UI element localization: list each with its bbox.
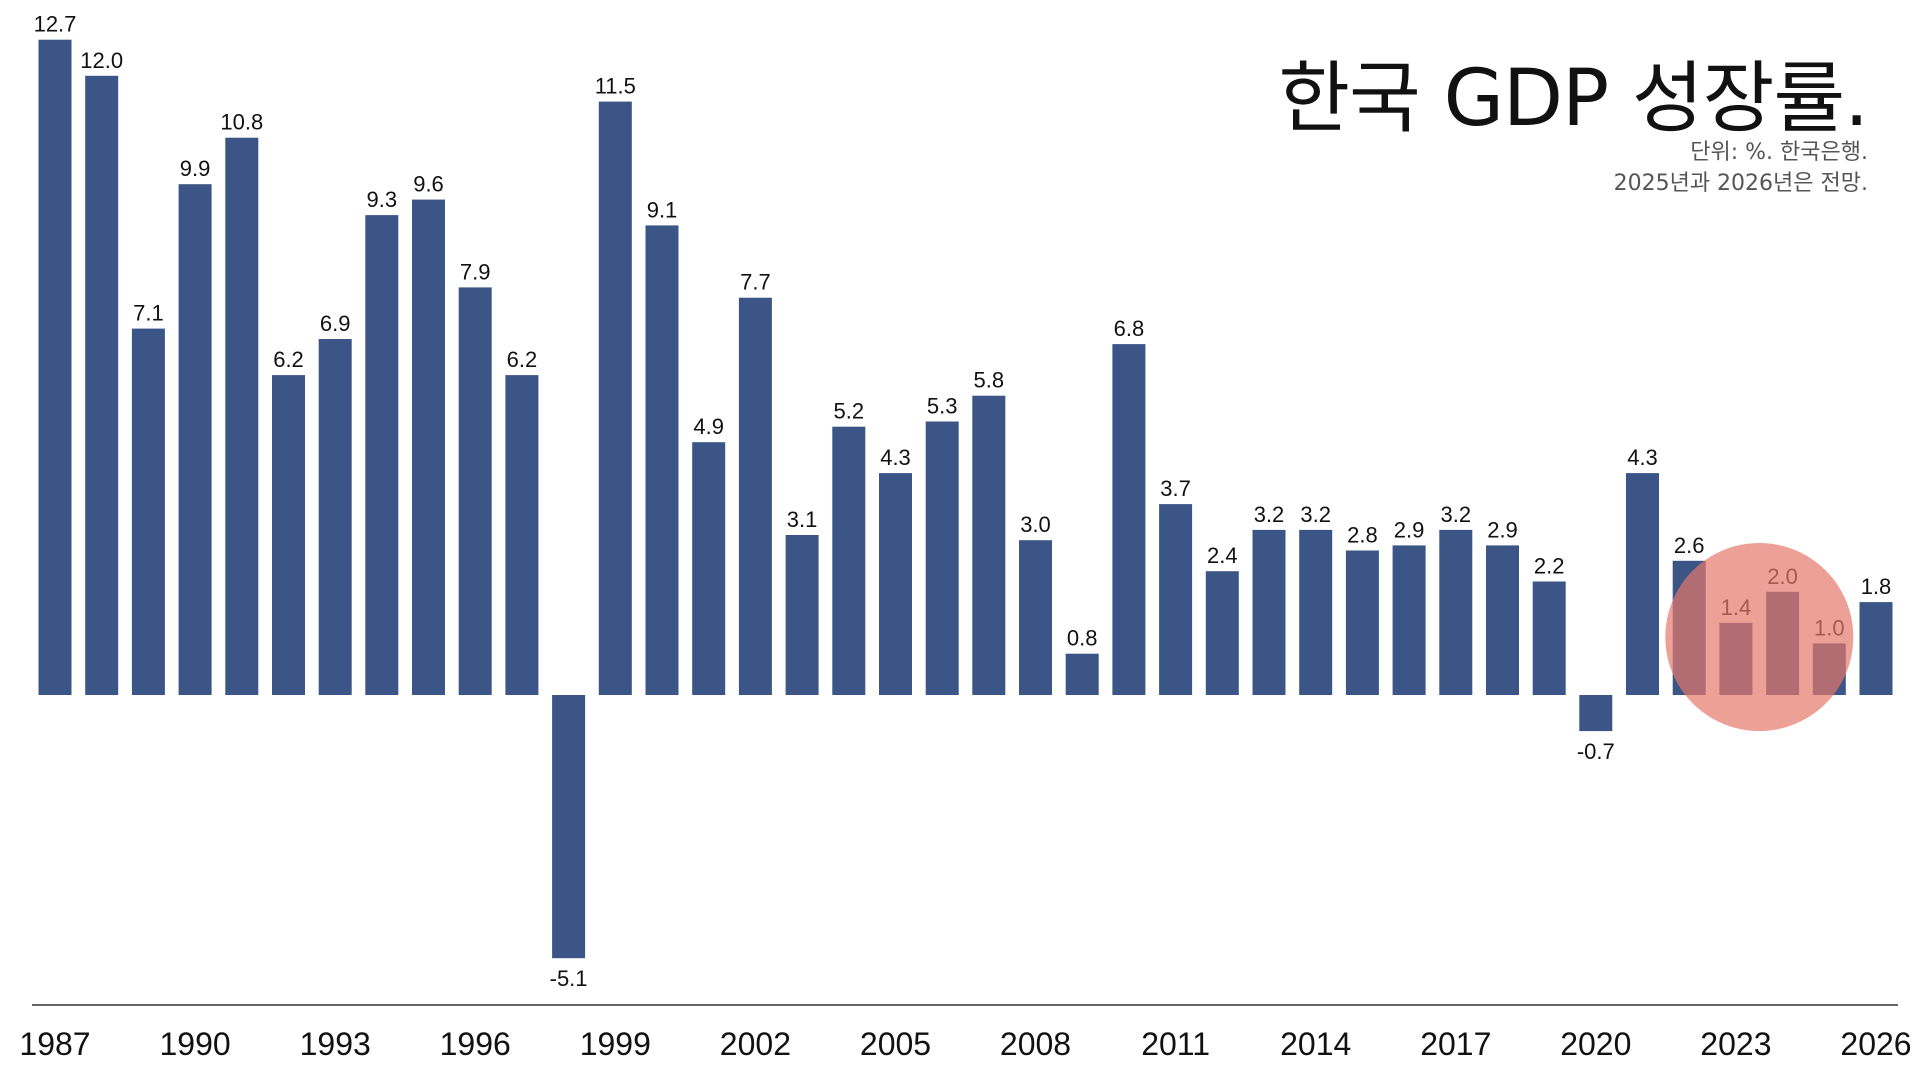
x-tick-2002: 2002 <box>720 1026 791 1062</box>
forecast-note: 2025년과 2026년은 전망. <box>1613 171 1868 196</box>
bar-2011 <box>1159 504 1193 695</box>
bar-1992 <box>272 375 305 695</box>
value-label-2009: 0.8 <box>1067 626 1098 651</box>
value-label-1998: -5.1 <box>550 966 588 991</box>
x-tick-2008: 2008 <box>1000 1026 1071 1062</box>
value-label-2005: 4.3 <box>880 445 911 470</box>
x-tick-1999: 1999 <box>580 1026 651 1062</box>
value-label-2007: 5.8 <box>974 368 1005 393</box>
bar-2007 <box>972 395 1006 695</box>
value-label-1993: 6.9 <box>320 311 351 336</box>
value-label-1987: 12.7 <box>34 12 77 37</box>
value-label-1991: 10.8 <box>220 110 263 135</box>
x-tick-2026: 2026 <box>1840 1026 1911 1062</box>
value-label-1999: 11.5 <box>595 74 636 99</box>
bar-1999 <box>598 101 632 696</box>
value-label-1989: 7.1 <box>133 301 164 326</box>
bar-2004 <box>832 426 866 695</box>
value-label-2000: 9.1 <box>647 197 678 222</box>
bar-2003 <box>785 535 819 695</box>
x-tick-2005: 2005 <box>860 1026 931 1062</box>
value-label-2010: 6.8 <box>1114 316 1145 341</box>
x-tick-2023: 2023 <box>1700 1026 1771 1062</box>
value-label-1988: 12.0 <box>80 48 123 73</box>
bar-1989 <box>131 328 165 695</box>
bar-2009 <box>1065 653 1099 695</box>
bar-1996 <box>458 287 492 695</box>
value-label-2026: 1.8 <box>1861 574 1892 599</box>
x-tick-2020: 2020 <box>1560 1026 1631 1062</box>
x-tick-2017: 2017 <box>1420 1026 1491 1062</box>
bar-2013 <box>1252 529 1286 695</box>
bar-2020 <box>1579 695 1613 732</box>
value-label-2020: -0.7 <box>1577 739 1615 764</box>
bar-2012 <box>1205 571 1239 695</box>
value-label-2017: 3.2 <box>1441 502 1472 527</box>
bars-group <box>38 39 1893 959</box>
value-label-2019: 2.2 <box>1534 554 1565 579</box>
bar-2021 <box>1626 473 1659 695</box>
value-label-2021: 4.3 <box>1627 445 1658 470</box>
value-label-2013: 3.2 <box>1254 502 1285 527</box>
bar-1988 <box>85 75 119 696</box>
bar-2016 <box>1392 545 1426 695</box>
value-label-1995: 9.6 <box>413 172 444 197</box>
bar-2019 <box>1532 581 1566 695</box>
bar-2017 <box>1439 529 1473 695</box>
bar-1995 <box>412 199 445 695</box>
value-label-2016: 2.9 <box>1394 517 1425 542</box>
value-label-1990: 9.9 <box>180 156 211 181</box>
value-label-2002: 7.7 <box>740 270 771 295</box>
highlight-circle <box>1665 543 1854 731</box>
bar-1990 <box>178 184 212 695</box>
unit-note: 단위: %. 한국은행. <box>1690 140 1868 165</box>
bar-1997 <box>505 375 539 695</box>
value-label-2001: 4.9 <box>693 414 724 439</box>
bar-2008 <box>1019 540 1052 695</box>
value-label-1994: 9.3 <box>367 187 398 212</box>
x-tick-1990: 1990 <box>160 1026 231 1062</box>
bar-1987 <box>38 39 72 695</box>
value-label-2011: 3.7 <box>1160 476 1191 501</box>
value-label-2004: 5.2 <box>834 399 865 424</box>
value-label-1997: 6.2 <box>507 347 538 372</box>
bar-2010 <box>1112 344 1146 695</box>
value-label-2003: 3.1 <box>787 507 818 532</box>
value-label-1996: 7.9 <box>460 259 491 284</box>
bar-1993 <box>318 339 352 695</box>
x-tick-2011: 2011 <box>1141 1026 1210 1062</box>
x-tick-1987: 1987 <box>19 1026 90 1062</box>
value-label-2018: 2.9 <box>1487 517 1518 542</box>
bar-1994 <box>365 215 399 695</box>
bar-2001 <box>692 442 726 695</box>
bar-2002 <box>738 297 772 695</box>
value-label-1992: 6.2 <box>273 347 304 372</box>
value-label-2015: 2.8 <box>1347 523 1378 548</box>
bar-2006 <box>925 421 959 695</box>
bar-2018 <box>1486 545 1519 695</box>
x-tick-1993: 1993 <box>300 1026 371 1062</box>
value-label-2012: 2.4 <box>1207 543 1238 568</box>
bar-2014 <box>1299 529 1333 695</box>
value-label-2008: 3.0 <box>1020 512 1051 537</box>
bar-2000 <box>645 225 679 695</box>
bar-2015 <box>1345 550 1379 695</box>
bar-2026 <box>1859 602 1893 695</box>
value-label-2014: 3.2 <box>1300 502 1331 527</box>
bar-1991 <box>225 137 259 695</box>
highlight-group <box>1665 543 1854 731</box>
value-labels-group: 12.712.0 7.1 9.9 10.8 6.2 6.9 9.3 9.6 7.9 6.2 -5.1… <box>34 12 1892 992</box>
value-label-2022: 2.6 <box>1674 533 1705 558</box>
x-tick-labels-group: 1987 1990 1993 1996 1999 2002 2005 2008 2011 2014… <box>19 1026 1911 1062</box>
value-label-2006: 5.3 <box>927 394 958 419</box>
chart-title: 한국 GDP 성장률. <box>1278 54 1869 144</box>
bar-1998 <box>552 695 586 959</box>
x-tick-2014: 2014 <box>1280 1026 1351 1062</box>
x-tick-1996: 1996 <box>440 1026 511 1062</box>
bar-2005 <box>879 473 912 695</box>
